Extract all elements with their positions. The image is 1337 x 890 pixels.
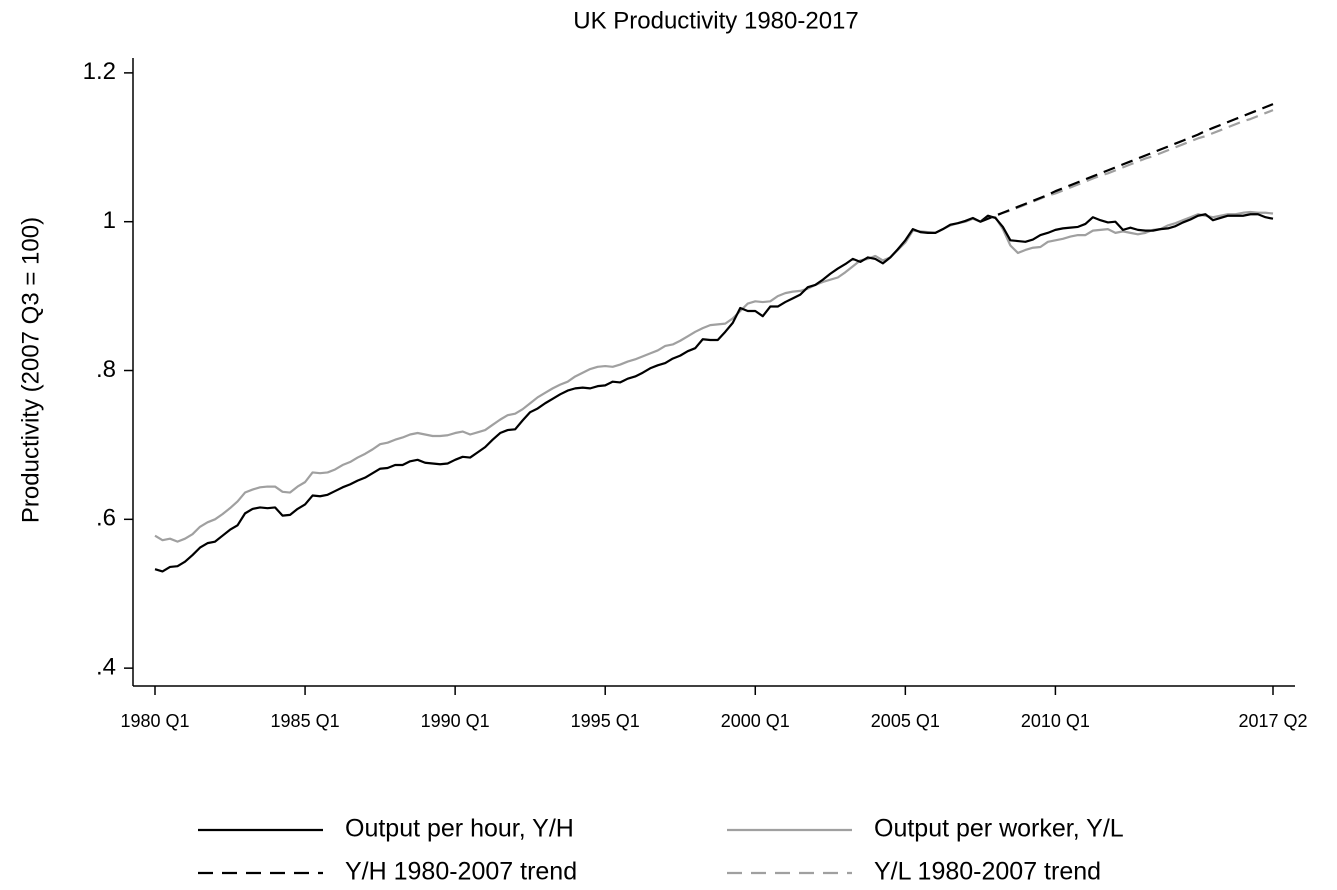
legend-label: Output per worker, Y/L bbox=[874, 815, 1124, 843]
y-tick-label: .4 bbox=[96, 653, 116, 680]
series-line bbox=[154, 210, 1274, 543]
chart-title: UK Productivity 1980-2017 bbox=[573, 7, 859, 34]
x-tick-label: 1980 Q1 bbox=[120, 711, 189, 731]
x-tick-label: 2010 Q1 bbox=[1021, 711, 1090, 731]
y-tick-label: .8 bbox=[96, 356, 116, 383]
y-tick-label: .6 bbox=[96, 505, 116, 532]
y-tick-label: 1.2 bbox=[83, 58, 116, 85]
legend-label: Output per hour, Y/H bbox=[345, 815, 574, 843]
series-line bbox=[154, 213, 1274, 573]
y-axis-title: Productivity (2007 Q3 = 100) bbox=[17, 217, 44, 523]
x-tick-label: 1995 Q1 bbox=[571, 711, 640, 731]
y-tick-label: 1 bbox=[103, 207, 116, 234]
x-tick-label: 2017 Q2 bbox=[1238, 711, 1307, 731]
x-tick-label: 1990 Q1 bbox=[421, 711, 490, 731]
legend-label: Y/H 1980-2007 trend bbox=[345, 858, 577, 886]
x-tick-label: 2000 Q1 bbox=[721, 711, 790, 731]
legend-label: Y/L 1980-2007 trend bbox=[874, 858, 1101, 886]
x-tick-label: 2005 Q1 bbox=[871, 711, 940, 731]
series-line bbox=[979, 103, 1274, 223]
series-line bbox=[979, 109, 1274, 223]
x-tick-label: 1985 Q1 bbox=[271, 711, 340, 731]
